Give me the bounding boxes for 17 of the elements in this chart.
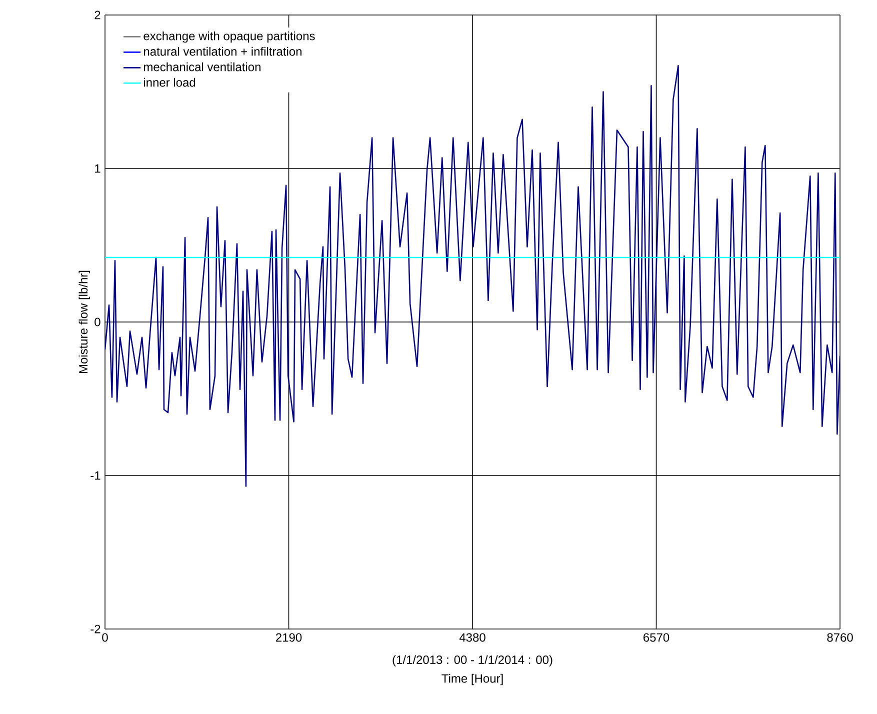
legend-label: inner load bbox=[144, 78, 196, 87]
legend-label: exchange with opaque partitions bbox=[144, 31, 315, 43]
y-tick-label: -1 bbox=[90, 471, 100, 480]
y-tick-label: 0 bbox=[94, 318, 100, 326]
x-tick-label: 4380 bbox=[459, 633, 486, 642]
x-tick-label: 6570 bbox=[644, 633, 670, 642]
legend-label: mechanical ventilation bbox=[144, 62, 260, 72]
y-axis-title: Moisture flow [lb/hr] bbox=[78, 270, 90, 374]
x-tick-label: 8760 bbox=[827, 633, 853, 642]
text: (1/1/2013 : 00 - 1/1/2014 : 00) bbox=[392, 655, 552, 666]
legend-label: natural ventilation + infiltration bbox=[144, 46, 302, 56]
x-tick-label: 0 bbox=[102, 633, 108, 642]
y-tick-label: 2 bbox=[94, 10, 100, 20]
x-tick-label: 2190 bbox=[276, 633, 302, 642]
y-tick-label: -2 bbox=[90, 624, 100, 634]
x-axis-title: Time [Hour] bbox=[442, 674, 503, 686]
y-tick-label: 1 bbox=[95, 164, 100, 173]
